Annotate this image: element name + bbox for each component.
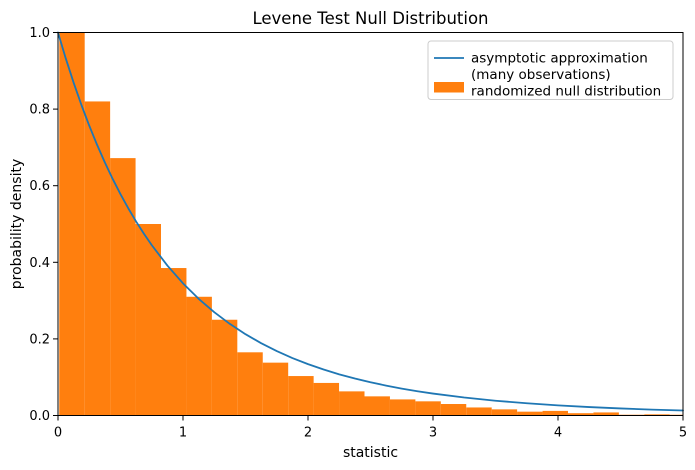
legend: asymptotic approximation (many observati… xyxy=(427,40,674,100)
histogram-bar xyxy=(491,409,518,416)
histogram-bar xyxy=(339,391,365,416)
histogram-bar xyxy=(161,268,187,416)
histogram-bars xyxy=(59,32,683,416)
x-tick-label: 3 xyxy=(429,426,437,441)
histogram-bar xyxy=(517,411,543,416)
plot-frame xyxy=(57,32,684,416)
histogram-bar xyxy=(110,158,136,416)
y-tick-label: 1.0 xyxy=(29,26,50,41)
legend-label-line-1: asymptotic approximation xyxy=(471,51,648,67)
x-axis-ticks: 0 1 2 3 4 5 xyxy=(54,416,687,441)
x-tick-label: 0 xyxy=(54,426,62,441)
histogram-bar xyxy=(237,352,263,416)
y-tick-label: 0.4 xyxy=(29,256,50,271)
legend-label-line-2: (many observations) xyxy=(471,67,611,83)
histogram-bar xyxy=(593,412,619,416)
y-tick-label: 0.0 xyxy=(29,409,50,424)
y-tick-label: 0.8 xyxy=(29,103,50,118)
y-tick-label: 0.2 xyxy=(29,332,50,347)
histogram-bar xyxy=(135,224,161,416)
y-axis-ticks: 0.0 0.2 0.4 0.6 0.8 1.0 xyxy=(29,26,58,424)
histogram-bar xyxy=(313,382,340,416)
histogram-bar xyxy=(568,413,594,416)
chart-title: Levene Test Null Distribution xyxy=(252,9,488,28)
x-tick-label: 4 xyxy=(554,426,562,441)
histogram-bar xyxy=(84,101,111,416)
x-tick-label: 5 xyxy=(679,426,687,441)
x-tick-label: 2 xyxy=(304,426,312,441)
histogram-bar xyxy=(211,319,238,416)
histogram-bar xyxy=(389,399,416,416)
histogram-bar xyxy=(644,414,670,416)
x-axis-label: statistic xyxy=(343,445,398,461)
histogram-bar xyxy=(288,376,314,416)
histogram-bar xyxy=(59,32,85,416)
histogram-bar xyxy=(364,396,390,416)
y-axis-label: probability density xyxy=(9,159,25,289)
legend-patch-sample xyxy=(434,82,464,93)
histogram-bar xyxy=(466,407,492,416)
legend-label-line-3: randomized null distribution xyxy=(471,84,661,100)
y-tick-label: 0.6 xyxy=(29,179,50,194)
histogram-bar xyxy=(542,410,568,416)
asymptotic-line xyxy=(57,31,684,412)
x-tick-label: 1 xyxy=(179,426,187,441)
histogram-bar xyxy=(440,404,467,416)
legend-frame xyxy=(427,40,674,100)
histogram-bar xyxy=(186,296,212,416)
histogram-bar xyxy=(415,401,441,416)
histogram-bar xyxy=(262,362,289,416)
